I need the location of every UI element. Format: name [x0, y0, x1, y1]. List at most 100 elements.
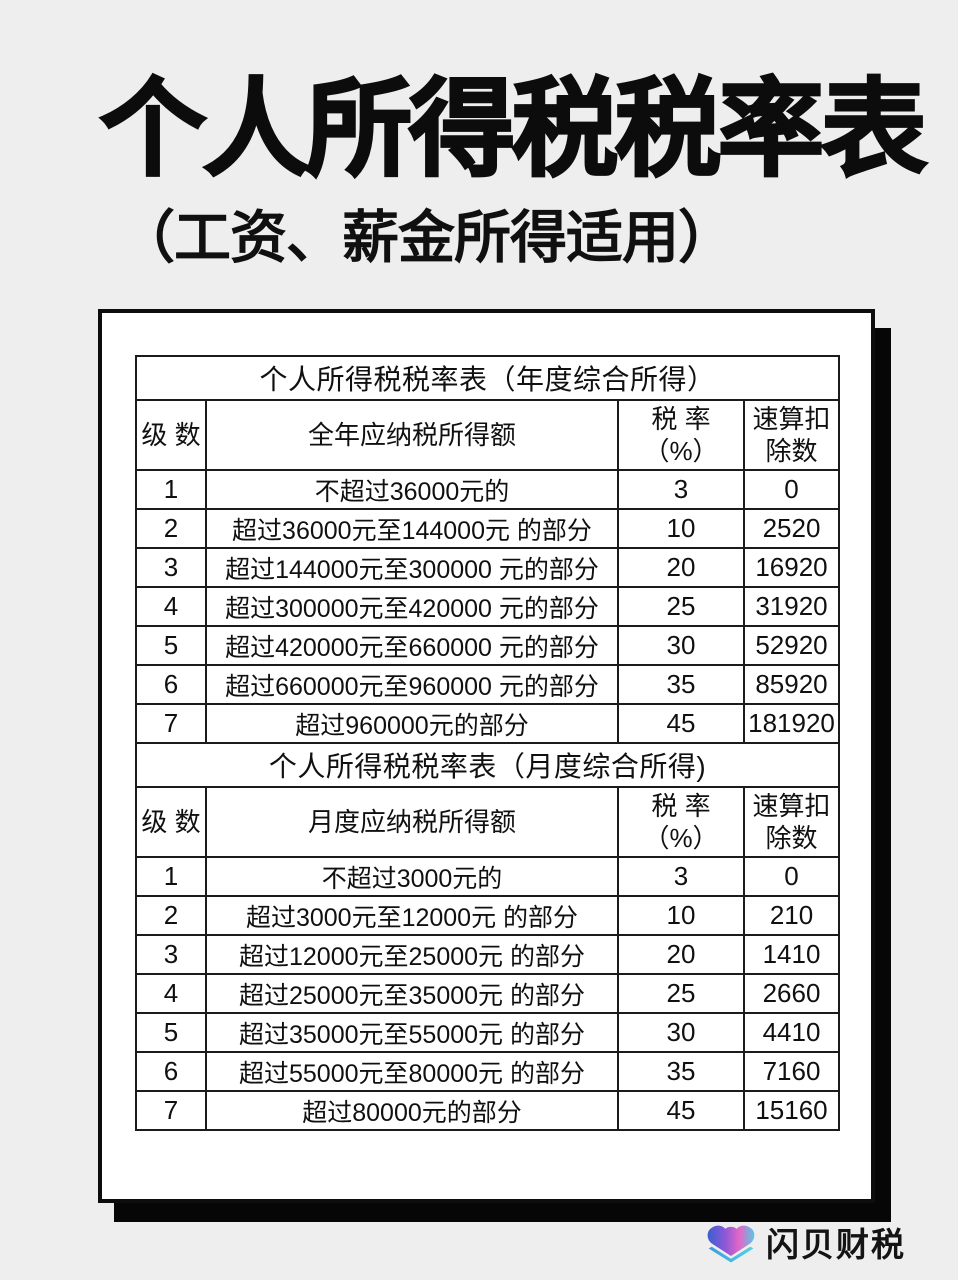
cell-level: 2	[135, 508, 207, 549]
cell-income: 超过25000元至35000元 的部分	[205, 973, 619, 1014]
section-title-row: 个人所得税税率表（年度综合所得）	[134, 355, 841, 401]
cell-rate: 20	[617, 934, 745, 975]
monthly-section-title: 个人所得税税率表（月度综合所得)	[134, 742, 841, 788]
col-header-level: 级 数	[135, 399, 207, 471]
col-header-income: 月度应纳税所得额	[205, 786, 619, 858]
cell-income: 超过3000元至12000元 的部分	[205, 895, 619, 936]
col-header-rate: 税 率 （%）	[617, 786, 745, 858]
cell-deduction: 210	[742, 895, 841, 936]
col-header-deduction: 速算扣 除数	[742, 399, 841, 471]
cell-level: 1	[135, 856, 207, 897]
deduction-header-line2: 除数	[765, 436, 818, 466]
deduction-header-line2: 除数	[765, 823, 818, 853]
cell-deduction: 4410	[742, 1012, 841, 1053]
table-row: 5 超过35000元至55000元 的部分 30 4410	[135, 1012, 841, 1053]
cell-rate: 20	[617, 547, 745, 588]
rate-header-line1: 税 率	[651, 790, 711, 821]
deduction-header-line1: 速算扣	[752, 790, 831, 821]
table-row: 6 超过55000元至80000元 的部分 35 7160	[135, 1051, 841, 1092]
brand-name: 闪贝财税	[766, 1226, 906, 1263]
shanbei-logo-icon	[707, 1225, 755, 1263]
cell-income: 超过960000元的部分	[205, 703, 619, 744]
table-row: 5 超过420000元至660000 元的部分 30 52920	[135, 625, 841, 666]
cell-level: 1	[135, 469, 207, 510]
table-row: 2 超过36000元至144000元 的部分 10 2520	[135, 508, 841, 549]
cell-level: 5	[135, 1012, 207, 1053]
cell-level: 3	[135, 547, 207, 588]
cell-deduction: 181920	[742, 703, 841, 744]
table-row: 7 超过80000元的部分 45 15160	[135, 1090, 841, 1131]
table-row: 6 超过660000元至960000 元的部分 35 85920	[135, 664, 841, 705]
cell-deduction: 7160	[742, 1051, 841, 1092]
cell-rate: 35	[617, 1051, 745, 1092]
cell-deduction: 2520	[742, 508, 841, 549]
deduction-header-line1: 速算扣	[752, 403, 831, 434]
cell-income: 不超过3000元的	[205, 856, 619, 897]
rate-header-line2: （%）	[643, 436, 719, 466]
cell-level: 4	[135, 973, 207, 1014]
cell-rate: 3	[617, 856, 745, 897]
monthly-section-head: 个人所得税税率表（月度综合所得) 级 数 月度应纳税所得额 税 率 （%） 速算…	[134, 742, 841, 858]
cell-rate: 10	[617, 508, 745, 549]
cell-income: 超过55000元至80000元 的部分	[205, 1051, 619, 1092]
cell-deduction: 2660	[742, 973, 841, 1014]
col-header-income: 全年应纳税所得额	[205, 399, 619, 471]
cell-level: 5	[135, 625, 207, 666]
cell-income: 超过144000元至300000 元的部分	[205, 547, 619, 588]
cell-rate: 25	[617, 586, 745, 627]
cell-income: 超过80000元的部分	[205, 1090, 619, 1131]
header-row: 级 数 全年应纳税所得额 税 率 （%） 速算扣 除数	[135, 399, 841, 471]
cell-rate: 3	[617, 469, 745, 510]
cell-deduction: 15160	[742, 1090, 841, 1131]
cell-rate: 30	[617, 1012, 745, 1053]
cell-income: 超过300000元至420000 元的部分	[205, 586, 619, 627]
rate-header-line2: （%）	[643, 823, 719, 853]
cell-level: 2	[135, 895, 207, 936]
table-row: 4 超过300000元至420000 元的部分 25 31920	[135, 586, 841, 627]
tax-rate-table: 个人所得税税率表（年度综合所得） 级 数 全年应纳税所得额 税 率 （%） 速算…	[134, 355, 841, 1131]
table-row: 7 超过960000元的部分 45 181920	[135, 703, 841, 744]
brand-logo: 闪贝财税	[703, 1218, 906, 1266]
cell-income: 超过660000元至960000 元的部分	[205, 664, 619, 705]
cell-level: 6	[135, 664, 207, 705]
cell-deduction: 16920	[742, 547, 841, 588]
cell-level: 7	[135, 703, 207, 744]
col-header-rate: 税 率 （%）	[617, 399, 745, 471]
cell-level: 6	[135, 1051, 207, 1092]
cell-rate: 25	[617, 973, 745, 1014]
cell-income: 不超过36000元的	[205, 469, 619, 510]
page-subtitle: （工资、薪金所得适用）	[118, 206, 735, 270]
annual-section-title: 个人所得税税率表（年度综合所得）	[134, 355, 841, 401]
cell-rate: 30	[617, 625, 745, 666]
cell-deduction: 31920	[742, 586, 841, 627]
cell-deduction: 1410	[742, 934, 841, 975]
table-card: 个人所得税税率表（年度综合所得） 级 数 全年应纳税所得额 税 率 （%） 速算…	[98, 309, 875, 1203]
cell-level: 4	[135, 586, 207, 627]
cell-deduction: 85920	[742, 664, 841, 705]
table-row: 4 超过25000元至35000元 的部分 25 2660	[135, 973, 841, 1014]
cell-rate: 10	[617, 895, 745, 936]
section-title-row: 个人所得税税率表（月度综合所得)	[134, 742, 841, 788]
cell-income: 超过36000元至144000元 的部分	[205, 508, 619, 549]
cell-income: 超过12000元至25000元 的部分	[205, 934, 619, 975]
cell-rate: 45	[617, 703, 745, 744]
annual-section-rows: 1 不超过36000元的 3 0 2 超过36000元至144000元 的部分 10 2520…	[135, 469, 841, 744]
cell-rate: 35	[617, 664, 745, 705]
annual-section-head: 个人所得税税率表（年度综合所得） 级 数 全年应纳税所得额 税 率 （%） 速算…	[134, 355, 841, 471]
page-title: 个人所得税税率表	[99, 71, 929, 190]
cell-income: 超过35000元至55000元 的部分	[205, 1012, 619, 1053]
cell-rate: 45	[617, 1090, 745, 1131]
cell-deduction: 0	[742, 469, 841, 510]
cell-income: 超过420000元至660000 元的部分	[205, 625, 619, 666]
rate-header-line1: 税 率	[651, 403, 711, 434]
cell-deduction: 52920	[742, 625, 841, 666]
cell-level: 3	[135, 934, 207, 975]
col-header-level: 级 数	[135, 786, 207, 858]
header-row: 级 数 月度应纳税所得额 税 率 （%） 速算扣 除数	[135, 786, 841, 858]
cell-deduction: 0	[742, 856, 841, 897]
table-row: 1 不超过3000元的 3 0	[135, 856, 841, 897]
col-header-deduction: 速算扣 除数	[742, 786, 841, 858]
table-row: 3 超过144000元至300000 元的部分 20 16920	[135, 547, 841, 588]
table-row: 2 超过3000元至12000元 的部分 10 210	[135, 895, 841, 936]
